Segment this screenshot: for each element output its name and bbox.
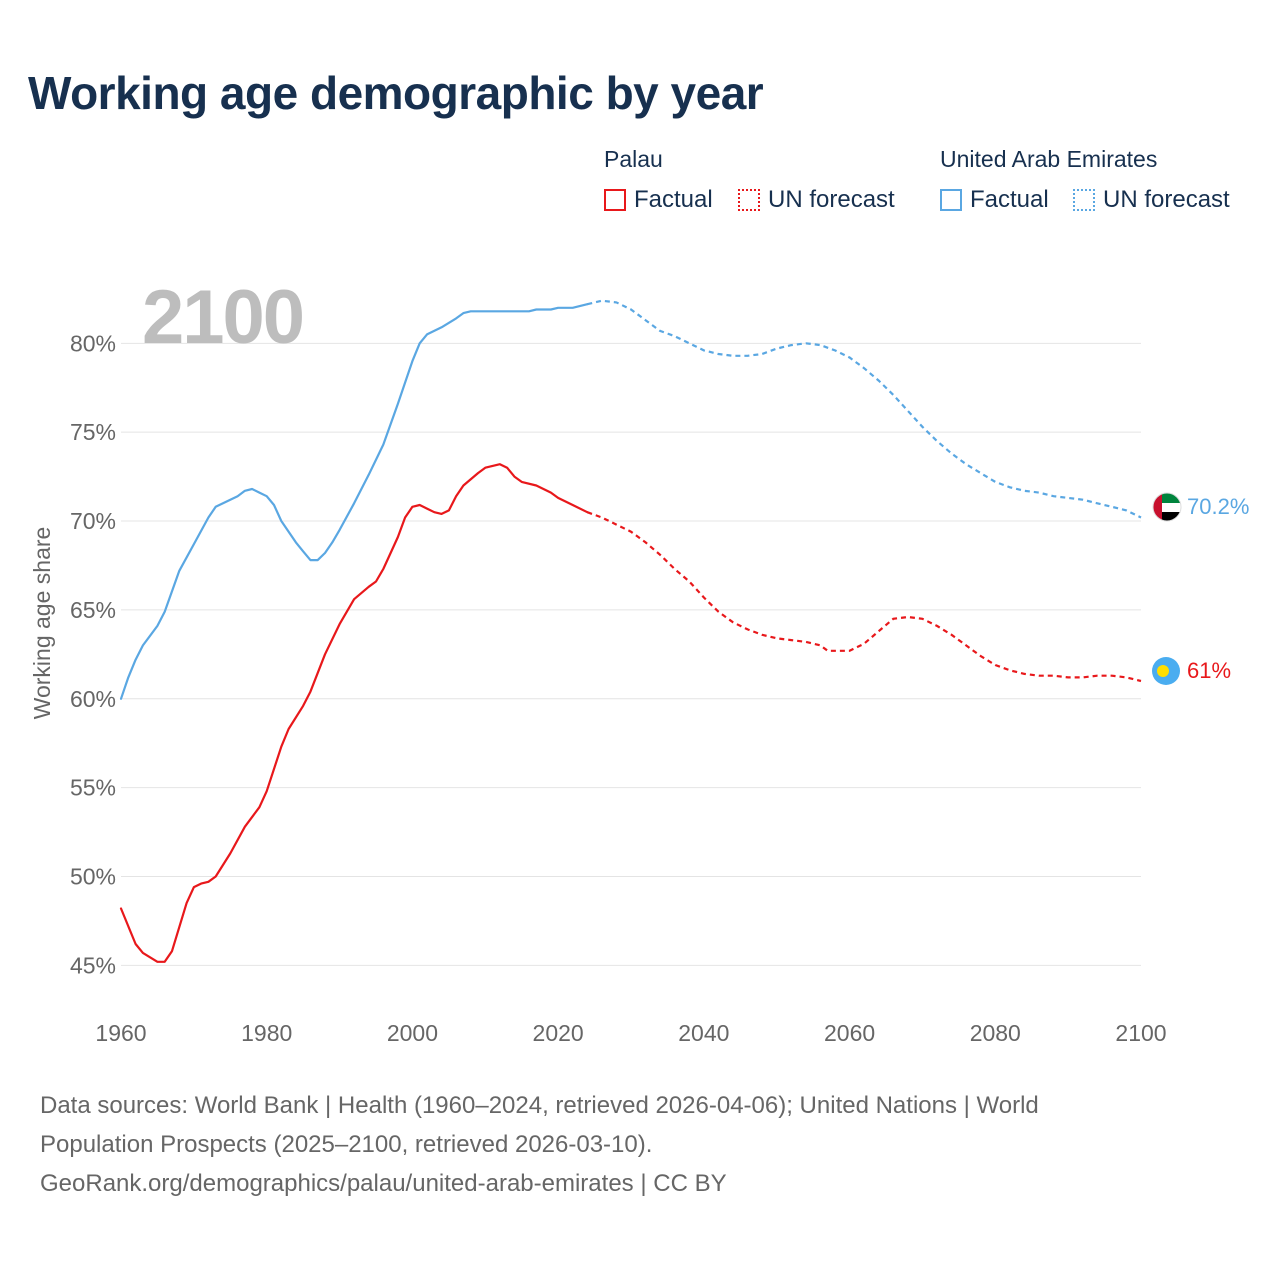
legend-label-palau-factual: Factual (634, 186, 713, 213)
y-tick-label: 65% (70, 597, 116, 623)
series-lines (119, 299, 1142, 963)
legend-label-uae-factual: Factual (970, 186, 1049, 213)
legend-palau-forecast[interactable]: UN forecast (738, 186, 895, 214)
series-line-factual-united-arab-emirates (119, 303, 589, 700)
x-tick-label: 2100 (1115, 1020, 1166, 1046)
y-tick-label: 80% (70, 330, 116, 356)
x-axis-ticks: 1960 1980 2000 2020 2040 2060 2080 2100 (95, 1020, 1166, 1046)
series-line-forecast-united-arab-emirates (587, 299, 1142, 519)
legend-label-uae-forecast: UN forecast (1103, 186, 1230, 213)
x-tick-label: 2000 (387, 1020, 438, 1046)
y-tick-label: 70% (70, 508, 116, 534)
footer-line-2: Population Prospects (2025–2100, retriev… (40, 1131, 653, 1158)
y-axis-ticks: 45% 50% 55% 60% 65% 70% 75% 80% (70, 330, 116, 978)
series-line-forecast-palau (586, 511, 1142, 683)
legend-palau-factual[interactable]: Factual (604, 186, 713, 214)
x-tick-label: 1960 (95, 1020, 146, 1046)
legend-uae-factual[interactable]: Factual (940, 186, 1049, 214)
footer-line-3: GeoRank.org/demographics/palau/united-ar… (40, 1170, 727, 1197)
big-year-label: 2100 (142, 275, 303, 360)
x-tick-label: 2020 (533, 1020, 584, 1046)
y-tick-label: 75% (70, 419, 116, 445)
series-line-factual-palau (119, 463, 589, 963)
uae-flag-icon (1152, 492, 1182, 522)
chart-title: Working age demographic by year (28, 67, 764, 119)
grid-lines (121, 342, 1141, 966)
palau-flag-icon (1152, 657, 1180, 685)
legend-swatch-uae-factual (940, 189, 962, 211)
y-axis-label: Working age share (29, 527, 55, 720)
x-tick-label: 2080 (970, 1020, 1021, 1046)
y-tick-label: 45% (70, 952, 116, 978)
legend-title-palau: Palau (604, 146, 663, 172)
x-tick-label: 2040 (678, 1020, 729, 1046)
y-tick-label: 60% (70, 686, 116, 712)
legend-uae-forecast[interactable]: UN forecast (1073, 186, 1230, 214)
footer-line-1: Data sources: World Bank | Health (1960–… (40, 1092, 1039, 1119)
legend-swatch-uae-forecast (1073, 189, 1095, 211)
y-tick-label: 55% (70, 775, 116, 801)
footer-sources: Data sources: World Bank | Health (1960–… (40, 1086, 1240, 1203)
legend-label-palau-forecast: UN forecast (768, 186, 895, 213)
y-tick-label: 50% (70, 863, 116, 889)
x-tick-label: 1980 (241, 1020, 292, 1046)
end-label-uae: 70.2% (1187, 494, 1249, 519)
end-label-palau: 61% (1187, 658, 1231, 683)
legend-swatch-palau-forecast (738, 189, 760, 211)
legend-swatch-palau-factual (604, 189, 626, 211)
x-tick-label: 2060 (824, 1020, 875, 1046)
legend-title-uae: United Arab Emirates (940, 146, 1158, 172)
